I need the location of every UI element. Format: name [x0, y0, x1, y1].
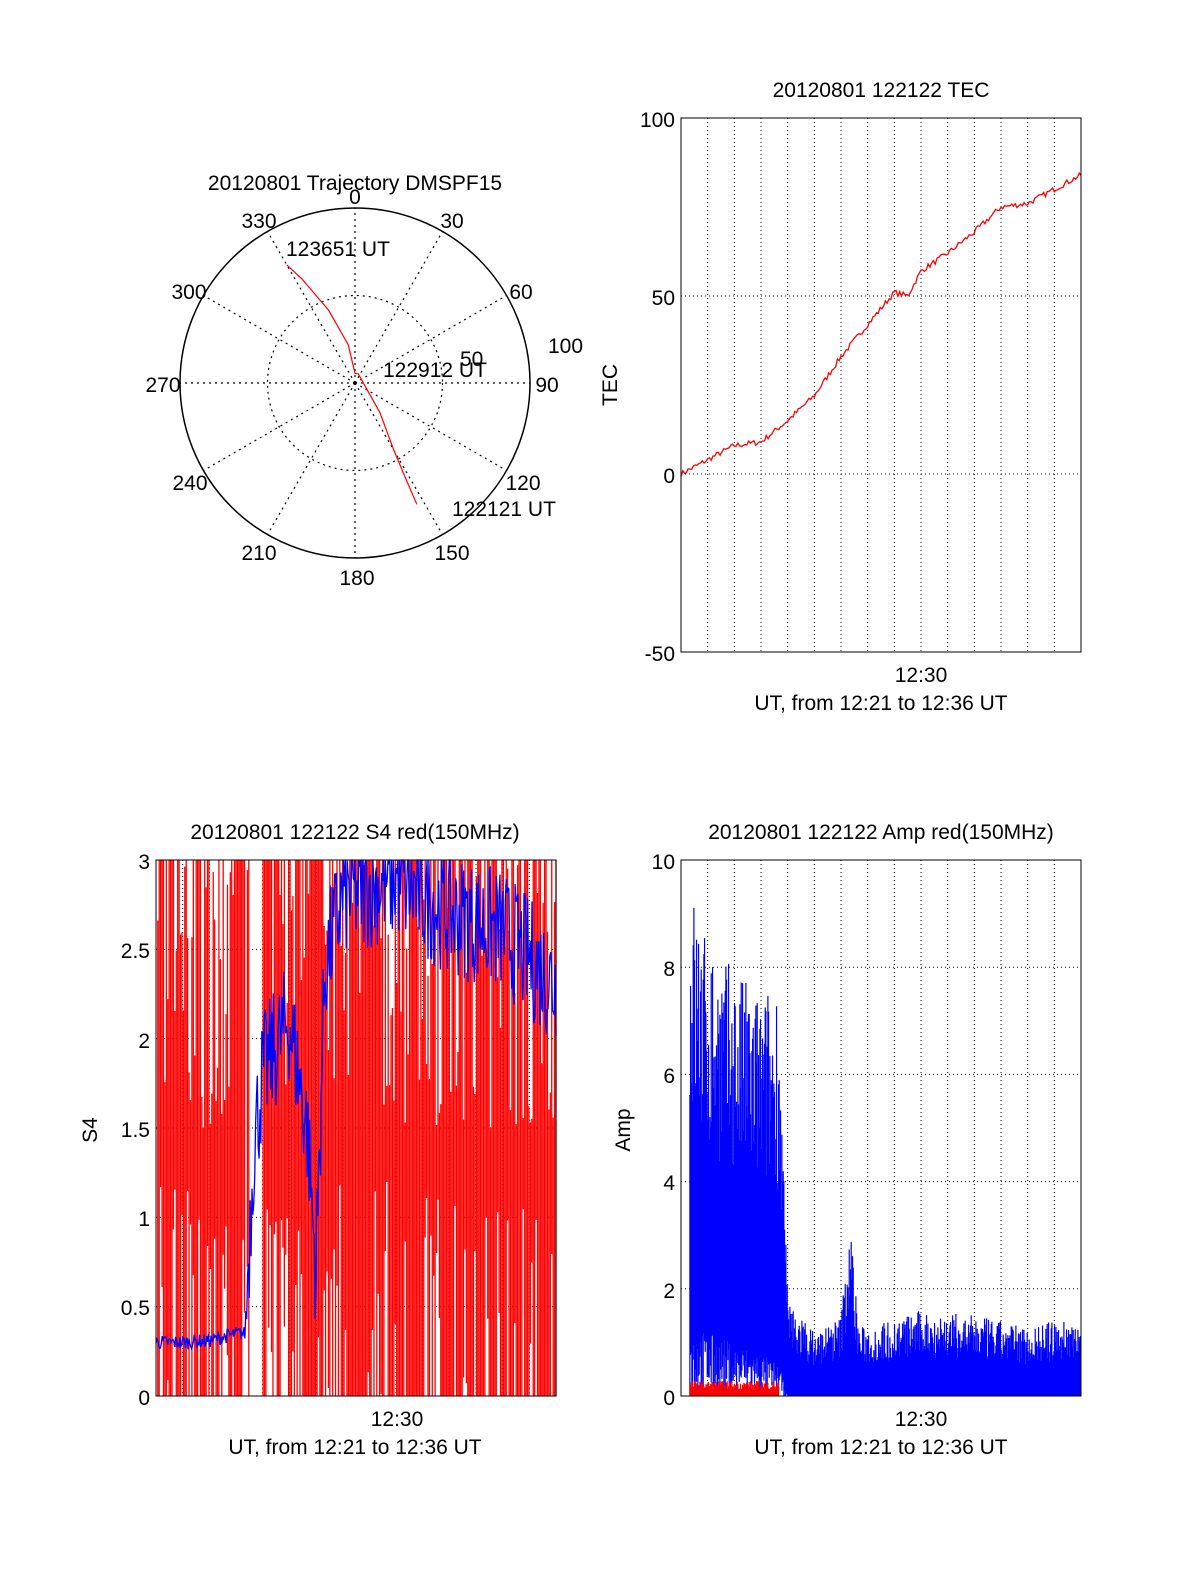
- trajectory-start-label: 123651 UT: [286, 238, 390, 261]
- tec-ytick: 50: [652, 287, 675, 310]
- amp-plot-frame: [680, 859, 1082, 1397]
- polar-outer-circle: [179, 207, 531, 559]
- polar-grid: [180, 208, 530, 558]
- s4-xlabel: UT, from 12:21 to 12:36 UT: [228, 1436, 481, 1459]
- polar-angle-labels: 0 30 60 90 120 150 180 210 240 270 300 3…: [145, 186, 558, 590]
- s4-title: 20120801 122122 S4 red(150MHz): [190, 821, 519, 844]
- s4-xtick: 12:30: [371, 1408, 424, 1431]
- amp-ytick: 10: [652, 851, 675, 874]
- polar-angle-label: 270: [145, 374, 180, 397]
- polar-angle-label: 330: [241, 210, 276, 233]
- polar-angle-label: 210: [241, 542, 276, 565]
- s4-ytick: 0.5: [121, 1297, 150, 1320]
- polar-angle-label: 300: [171, 281, 206, 304]
- polar-spoke: [203, 382, 356, 472]
- s4-red-series: [157, 860, 557, 1396]
- s4-ytick: 1: [138, 1208, 150, 1231]
- tec-ylabel: TEC: [599, 364, 622, 406]
- polar-radius-label-50: 50: [460, 348, 483, 371]
- polar-trajectory-panel: 20120801 Trajectory DMSPF15 0 30 60 90 1…: [145, 172, 583, 590]
- tec-title: 20120801 122122 TEC: [773, 79, 990, 102]
- polar-angle-label: 90: [535, 374, 558, 397]
- polar-angle-label: 60: [509, 281, 532, 304]
- polar-angle-label: 0: [349, 186, 361, 209]
- polar-spoke: [203, 294, 356, 384]
- amp-ytick: 8: [663, 958, 675, 981]
- amp-ylabel: Amp: [612, 1108, 635, 1151]
- amp-xtick: 12:30: [895, 1408, 948, 1431]
- polar-trajectory-line: [286, 264, 418, 505]
- amp-xlabel: UT, from 12:21 to 12:36 UT: [754, 1436, 1007, 1459]
- polar-angle-label: 180: [339, 567, 374, 590]
- s4-ytick: 2: [138, 1030, 150, 1053]
- tec-panel: 20120801 122122 TEC 100 50 0 -50 12:30 U…: [599, 79, 1082, 715]
- tec-plot-frame: [680, 117, 1082, 653]
- tec-ytick: 100: [640, 109, 675, 132]
- amp-ytick: 4: [663, 1172, 675, 1195]
- amp-panel: 20120801 122122 Amp red(150MHz) 10 8 6 4…: [612, 821, 1082, 1459]
- polar-spoke: [266, 382, 356, 535]
- polar-spoke: [354, 382, 444, 535]
- trajectory-mid-label: 122912 UT: [383, 359, 487, 382]
- amp-ytick: 0: [663, 1387, 675, 1410]
- s4-ylabel: S4: [79, 1117, 102, 1143]
- polar-angle-label: 240: [172, 472, 207, 495]
- s4-ytick: 1.5: [121, 1119, 150, 1142]
- polar-spoke: [266, 231, 356, 384]
- s4-ytick: 2.5: [121, 940, 150, 963]
- trajectory-end-label: 122121 UT: [452, 498, 556, 521]
- polar-angle-label: 150: [434, 542, 469, 565]
- tec-xlabel: UT, from 12:21 to 12:36 UT: [754, 692, 1007, 715]
- amp-red-series: [689, 1381, 780, 1396]
- polar-spoke: [354, 294, 507, 384]
- amp-title: 20120801 122122 Amp red(150MHz): [708, 821, 1054, 844]
- s4-plot-frame: [155, 859, 557, 1397]
- polar-spoke: [354, 231, 444, 384]
- tec-series-line: [680, 171, 1082, 477]
- polar-angle-label: 120: [505, 472, 540, 495]
- s4-ytick: 0: [138, 1387, 150, 1410]
- polar-angle-label: 30: [440, 210, 463, 233]
- s4-panel: 20120801 122122 S4 red(150MHz) 3 2.5 2 1…: [79, 821, 557, 1459]
- s4-blue-series-line: [155, 859, 557, 1351]
- amp-ytick: 2: [663, 1280, 675, 1303]
- amp-blue-series: [689, 907, 1082, 1396]
- s4-ytick: 3: [138, 851, 150, 874]
- tec-xtick: 12:30: [895, 664, 948, 687]
- amp-ytick: 6: [663, 1065, 675, 1088]
- polar-inner-circle: [266, 294, 444, 472]
- tec-ytick: -50: [645, 643, 675, 666]
- tec-grid: [681, 118, 1081, 652]
- polar-spoke: [354, 382, 507, 472]
- tec-ytick: 0: [663, 465, 675, 488]
- polar-radius-label-100: 100: [548, 335, 583, 358]
- polar-title: 20120801 Trajectory DMSPF15: [208, 172, 502, 195]
